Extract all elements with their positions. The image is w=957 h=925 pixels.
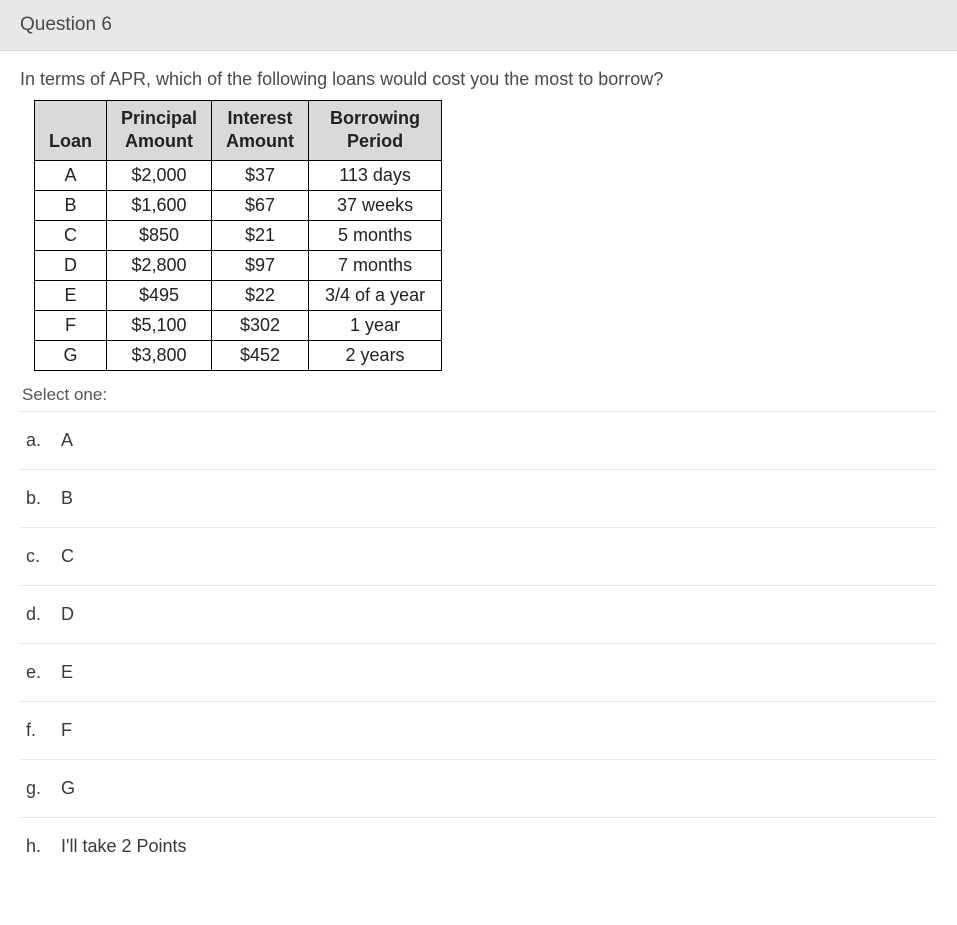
cell: $1,600	[107, 190, 212, 220]
option-letter: b.	[26, 488, 50, 509]
cell: 113 days	[309, 160, 442, 190]
table-row: B $1,600 $67 37 weeks	[35, 190, 442, 220]
cell: D	[35, 250, 107, 280]
cell: $2,800	[107, 250, 212, 280]
question-body: In terms of APR, which of the following …	[0, 51, 957, 885]
cell: $21	[212, 220, 309, 250]
loan-table: Loan PrincipalAmount InterestAmount Borr…	[34, 100, 442, 371]
col-period: BorrowingPeriod	[309, 101, 442, 161]
cell: B	[35, 190, 107, 220]
options-list: a. A b. B c. C d. D e. E f. F g. G h. I'	[20, 411, 937, 875]
option-text: D	[61, 604, 74, 625]
cell: $97	[212, 250, 309, 280]
table-header: Loan PrincipalAmount InterestAmount Borr…	[35, 101, 442, 161]
option-a[interactable]: a. A	[20, 411, 937, 469]
table-row: G $3,800 $452 2 years	[35, 340, 442, 370]
option-text: G	[61, 778, 75, 799]
table-row: D $2,800 $97 7 months	[35, 250, 442, 280]
option-letter: h.	[26, 836, 50, 857]
question-title: Question 6	[20, 14, 112, 35]
cell: 37 weeks	[309, 190, 442, 220]
cell: $2,000	[107, 160, 212, 190]
option-letter: a.	[26, 430, 50, 451]
table-row: F $5,100 $302 1 year	[35, 310, 442, 340]
cell: $5,100	[107, 310, 212, 340]
option-letter: d.	[26, 604, 50, 625]
cell: $495	[107, 280, 212, 310]
option-text: I'll take 2 Points	[61, 836, 187, 857]
option-text: C	[61, 546, 74, 567]
question-header: Question 6	[0, 0, 957, 51]
question-prompt: In terms of APR, which of the following …	[20, 69, 937, 90]
select-one-label: Select one:	[22, 385, 937, 405]
option-letter: f.	[26, 720, 50, 741]
cell: 7 months	[309, 250, 442, 280]
cell: $3,800	[107, 340, 212, 370]
cell: 3/4 of a year	[309, 280, 442, 310]
option-letter: e.	[26, 662, 50, 683]
col-principal: PrincipalAmount	[107, 101, 212, 161]
cell: $452	[212, 340, 309, 370]
cell: $37	[212, 160, 309, 190]
option-text: A	[61, 430, 73, 451]
col-interest: InterestAmount	[212, 101, 309, 161]
cell: G	[35, 340, 107, 370]
option-text: B	[61, 488, 73, 509]
option-b[interactable]: b. B	[20, 469, 937, 527]
cell: 5 months	[309, 220, 442, 250]
table-row: A $2,000 $37 113 days	[35, 160, 442, 190]
cell: $302	[212, 310, 309, 340]
cell: E	[35, 280, 107, 310]
cell: 2 years	[309, 340, 442, 370]
cell: $22	[212, 280, 309, 310]
cell: $850	[107, 220, 212, 250]
option-d[interactable]: d. D	[20, 585, 937, 643]
option-text: F	[61, 720, 72, 741]
option-f[interactable]: f. F	[20, 701, 937, 759]
cell: C	[35, 220, 107, 250]
option-h[interactable]: h. I'll take 2 Points	[20, 817, 937, 875]
option-text: E	[61, 662, 73, 683]
cell: 1 year	[309, 310, 442, 340]
option-letter: c.	[26, 546, 50, 567]
option-e[interactable]: e. E	[20, 643, 937, 701]
table-row: E $495 $22 3/4 of a year	[35, 280, 442, 310]
col-loan: Loan	[35, 101, 107, 161]
cell: F	[35, 310, 107, 340]
table-row: C $850 $21 5 months	[35, 220, 442, 250]
table-body: A $2,000 $37 113 days B $1,600 $67 37 we…	[35, 160, 442, 370]
option-g[interactable]: g. G	[20, 759, 937, 817]
option-c[interactable]: c. C	[20, 527, 937, 585]
cell: $67	[212, 190, 309, 220]
cell: A	[35, 160, 107, 190]
option-letter: g.	[26, 778, 50, 799]
